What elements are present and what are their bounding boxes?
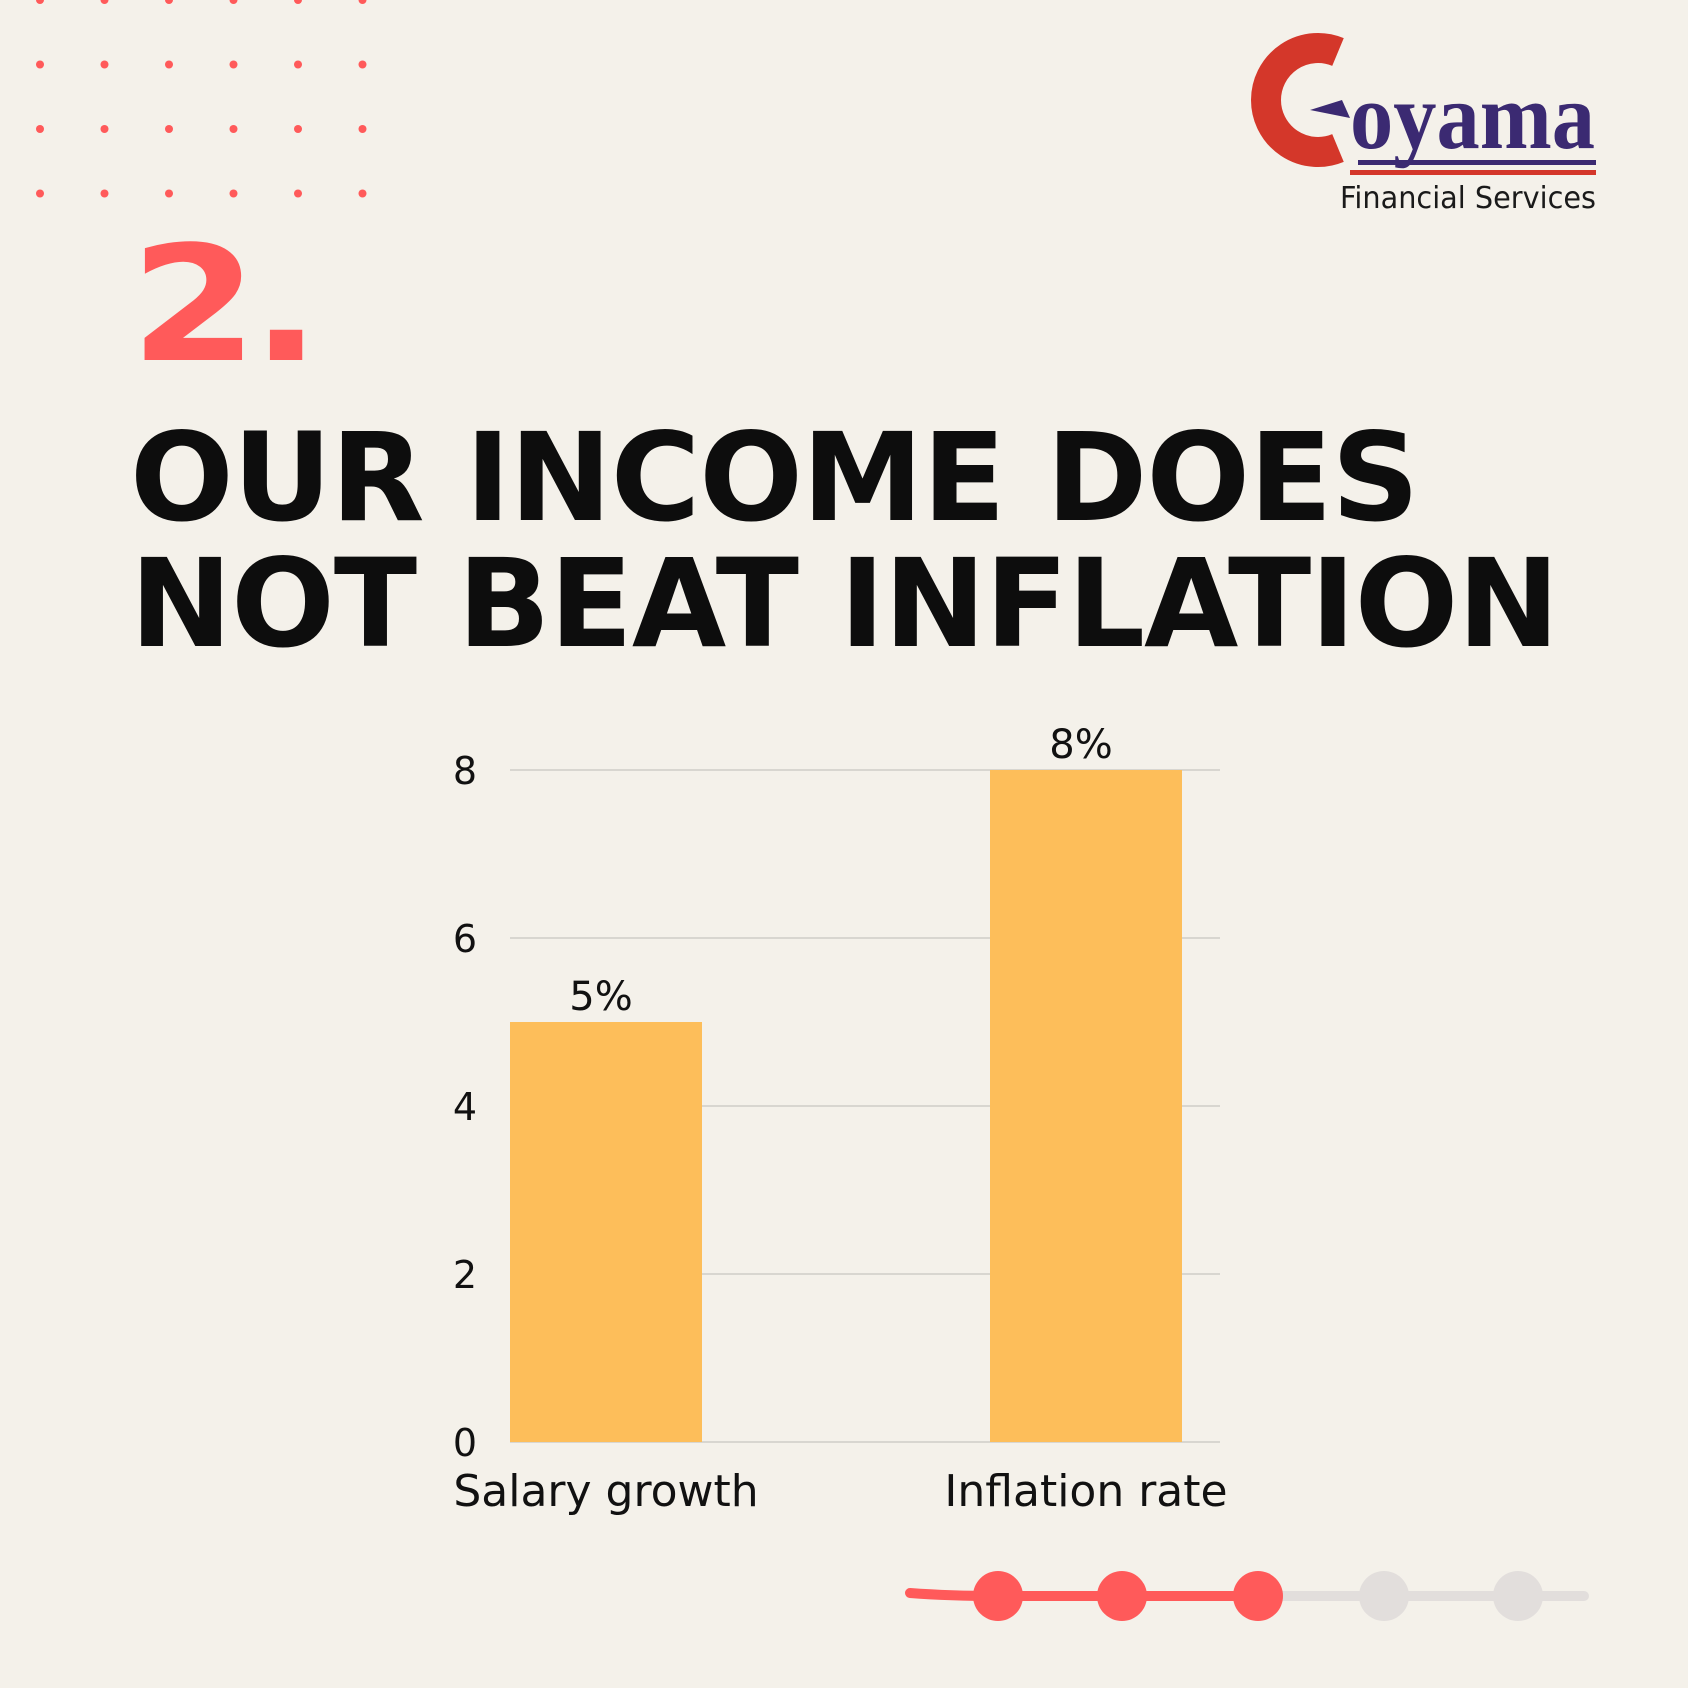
decorative-dot <box>229 189 238 198</box>
progress-dot <box>1097 1571 1147 1621</box>
decorative-dot <box>100 189 109 198</box>
logo-underline-top <box>1358 160 1596 165</box>
y-tick-label: 4 <box>453 1085 477 1129</box>
decorative-dot <box>100 60 109 69</box>
decorative-dot <box>36 0 44 4</box>
logo-tagline: Financial Services <box>1340 181 1596 216</box>
decorative-dot <box>100 125 109 133</box>
decorative-dot <box>36 189 44 198</box>
decorative-dot <box>358 189 367 198</box>
progress-dot <box>973 1571 1023 1621</box>
decorative-dot <box>165 125 173 133</box>
category-label: Inflation rate <box>944 1466 1227 1517</box>
progress-dot <box>1493 1571 1543 1621</box>
decorative-dot <box>358 125 367 133</box>
slide-progress-indicator <box>905 1571 1589 1621</box>
y-tick-label: 2 <box>453 1253 477 1297</box>
logo-g-arc <box>1251 33 1344 167</box>
y-tick-label: 0 <box>453 1421 477 1465</box>
decorative-dot <box>36 60 44 69</box>
bar <box>510 1022 702 1442</box>
decorative-dot <box>229 60 238 69</box>
category-label: Salary growth <box>453 1466 758 1517</box>
decorative-dot <box>294 60 302 69</box>
logo-underline-bottom <box>1350 170 1596 175</box>
decorative-dot-grid <box>36 0 367 198</box>
step-number: 2. <box>130 211 321 398</box>
y-tick-label: 6 <box>453 917 477 961</box>
goyama-logo: oyama Financial Services <box>1251 33 1596 216</box>
headline: OUR INCOME DOES NOT BEAT INFLATION <box>130 415 1650 667</box>
headline-line-2: NOT BEAT INFLATION <box>130 533 1559 675</box>
progress-dot <box>1359 1571 1409 1621</box>
decorative-dot <box>229 0 238 4</box>
decorative-dot <box>165 189 173 198</box>
decorative-dot <box>358 60 367 69</box>
bar <box>990 770 1182 1442</box>
logo-g-tick <box>1310 100 1350 118</box>
progress-fill <box>905 1588 1263 1601</box>
logo-wordmark: oyama <box>1350 65 1595 169</box>
headline-line-1: OUR INCOME DOES <box>130 407 1419 549</box>
decorative-dot <box>294 0 302 4</box>
progress-dot <box>1233 1571 1283 1621</box>
decorative-dot <box>229 125 238 133</box>
y-tick-label: 8 <box>453 749 477 793</box>
decorative-dot <box>100 0 109 4</box>
decorative-dot <box>36 125 44 133</box>
data-label: 8% <box>1049 722 1112 768</box>
bar-chart: 0 2 4 6 8 5% Salary growth 8% Inflation rate <box>453 722 1228 1517</box>
decorative-dot <box>294 189 302 198</box>
decorative-dot <box>165 60 173 69</box>
decorative-dot <box>165 0 173 4</box>
decorative-dot <box>294 125 302 133</box>
data-label: 5% <box>569 974 632 1020</box>
decorative-dot <box>358 0 367 4</box>
